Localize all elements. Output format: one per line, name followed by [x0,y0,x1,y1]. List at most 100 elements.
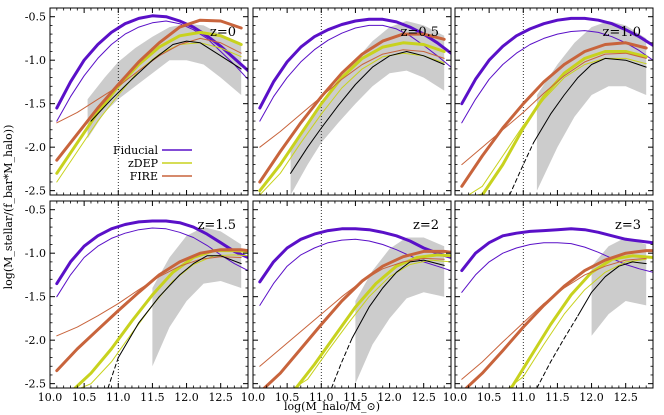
plot-area [55,201,248,388]
panel-redshift-label: z=0 [210,25,236,40]
series-observed-dashed [331,337,353,388]
axis-ticks [454,8,654,195]
series-fire-thin [461,257,647,380]
x-tick-label: 12.5 [613,391,638,404]
panel-redshift-label: z=0.5 [401,25,439,40]
scatter-band [152,227,242,367]
series-fiducial-thick [460,16,653,106]
x-tick-label: 10.5 [72,391,97,404]
y-tick-label: -2.0 [25,334,46,347]
series-fire-thick [55,18,243,162]
y-tick-label: -1.5 [25,98,46,111]
series-fire-thick [464,249,653,388]
series-zdep-thick [55,30,243,175]
series-fiducial-thick [460,227,653,273]
scatter-band [87,23,242,139]
series-zdep-thin [56,42,242,183]
panel-frame [454,200,654,389]
y-tick-label: -2.0 [25,141,46,154]
series-fire-thick [460,41,648,188]
x-tick-label: 11.0 [106,391,131,404]
x-tick-label: 12.0 [174,391,199,404]
plot-area [460,8,653,195]
y-tick-label: -0.5 [25,11,46,24]
scatter-band [290,21,445,195]
scatter-band [536,21,647,191]
series-zdep-thin [259,52,445,195]
x-axis-title: log(M_halo/M_⊙) [284,400,380,413]
panel-z3: 10.0 10.5 11.0 11.5 12.0 12.5 z=3 [443,200,654,404]
series-fire-thin [461,52,647,166]
legend-label-zdep: zDEP [128,157,159,170]
axis-ticks [252,8,452,195]
series-fire-thick [258,32,446,184]
axis-ticks [49,201,249,388]
series-zdep-thin [507,258,647,388]
y-tick-label: -2.5 [25,185,46,198]
series-fire-thin [259,257,445,367]
panels-grid: -2.5-2.0-1.5-1.0-0.5z=0 z=0.5 z=1.010.0 10.… [25,7,654,404]
x-tick-label: 10.0 [241,391,266,404]
legend-label-fiducial: Fiducial [113,144,159,157]
panel-z1p5: 10.0 10.5 11.0 11.5 12.0 12.5 -2.5 -2.0 -1.5 -1.0… [25,200,249,404]
panel-redshift-label: z=1.0 [603,25,641,40]
x-tick-label: 12.5 [208,391,233,404]
x-tick-label: 12.0 [579,391,604,404]
y-tick-label: -1.0 [25,247,46,260]
scatter-band [355,237,445,384]
series-observed-solid [577,261,647,317]
x-tick-label: 11.5 [545,391,570,404]
panel-redshift-label: z=1.5 [198,218,236,233]
panel-frame [49,7,249,196]
series-fiducial-thick [55,14,248,110]
series-zdep-thick [294,253,451,388]
y-tick-label: -1.5 [25,291,46,304]
series-fiducial-thin [259,24,451,122]
x-tick-label: 11.5 [140,391,165,404]
x-tick-label: 11.5 [343,391,368,404]
series-fiducial-thin [461,242,653,293]
series-fiducial-thin [259,238,451,306]
series-observed-solid [351,259,445,339]
y-tick-label: -2.5 [25,378,46,391]
series-observed-dashed [509,142,534,195]
series-observed-dashed [536,315,579,388]
plot-area [258,8,451,195]
panel-redshift-label: z=2 [413,218,439,233]
y-tick-label: -0.5 [25,204,46,217]
x-tick-label: 10.5 [275,391,300,404]
series-zdep-thin [467,57,647,195]
series-zdep-thick [509,254,653,388]
series-fire-thick [55,248,248,373]
axis-titles: log(M_halo/M_⊙) log(M_stellar/(f_bar*M_h… [2,125,380,413]
x-tick-label: 10.0 [443,391,468,404]
panel-z0p5: z=0.5 [252,7,452,196]
y-axis-title: log(M_stellar/(f_bar*M_halo)) [2,125,15,290]
plot-area [55,8,248,195]
series-observed-dashed [107,357,119,388]
series-fiducial-thin [461,30,653,124]
panel-z0: -2.5 -2.0 -1.5 -1.0 -0.5 z=0 [25,7,249,198]
x-tick-label: 10.0 [38,391,63,404]
axis-ticks [252,201,452,388]
panel-z2: 10.0 10.5 11.0 11.5 12.0 12.5 z=2 [241,200,452,404]
panel-redshift-label: z=3 [615,218,641,233]
x-tick-label: 11.0 [309,391,334,404]
x-tick-label: 12.0 [377,391,402,404]
legend-label-fire: FIRE [130,170,158,183]
x-tick-label: 10.5 [477,391,502,404]
series-zdep-thin [292,259,451,388]
plot-area [258,201,451,388]
panel-frame [252,200,452,389]
series-fire-thin [56,256,242,337]
y-tick-label: -1.0 [25,54,46,67]
axis-ticks [49,8,249,195]
panel-z1p0: z=1.0 [454,7,654,196]
series-fire-thin [259,49,445,148]
x-tick-label: 11.0 [511,391,536,404]
series-fiducial-thick [55,219,248,286]
panel-frame [454,7,654,196]
panel-frame [252,7,452,196]
